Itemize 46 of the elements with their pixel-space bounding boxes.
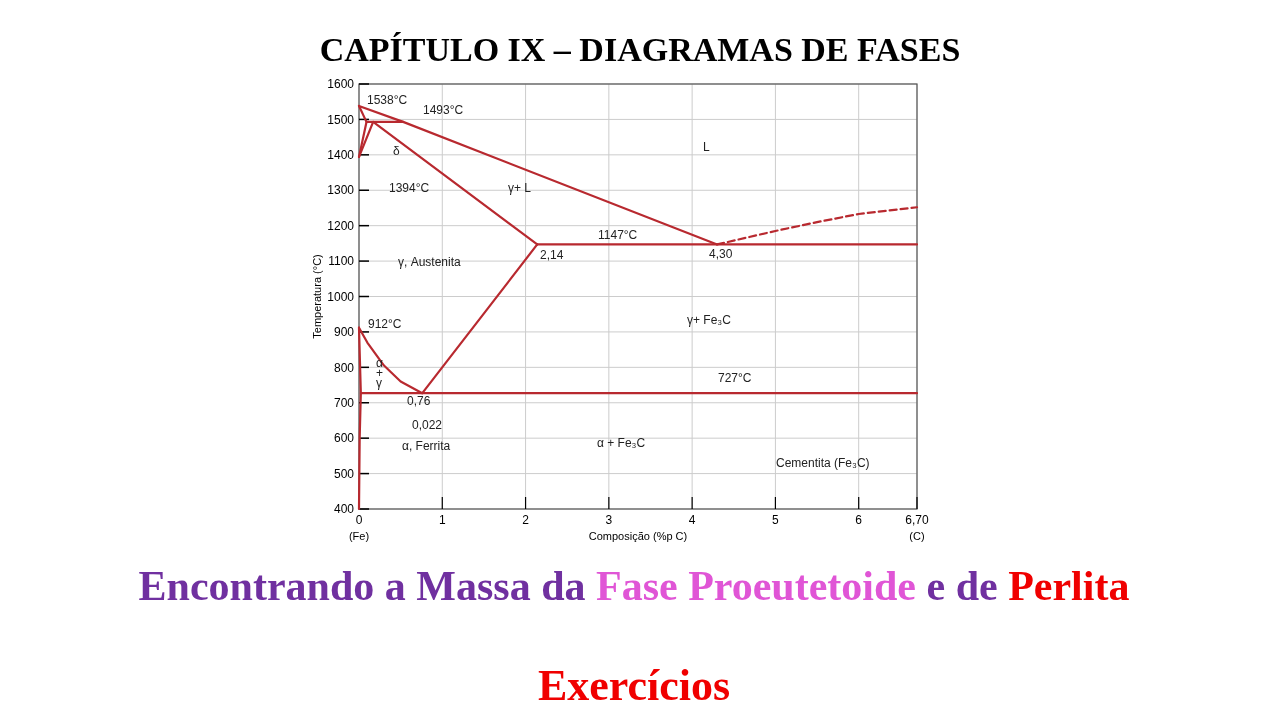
annotation: 4,30: [709, 247, 733, 262]
annotation: 0,76: [407, 394, 431, 409]
y-tick-label: 1400: [327, 148, 355, 163]
annotation: α + Fe₃C: [597, 436, 646, 451]
text: (C): [909, 529, 925, 542]
annotation: α, Ferrita: [402, 439, 451, 454]
annotation: 1394°C: [389, 181, 430, 196]
y-tick-label: 800: [333, 360, 355, 375]
y-tick-label: 700: [333, 395, 355, 410]
y-tick-label: 1500: [327, 112, 355, 127]
annotation: 912°C: [368, 317, 402, 332]
annotation: 2,14: [540, 248, 564, 263]
annotation: δ: [393, 144, 400, 159]
annotation: 727°C: [718, 371, 752, 386]
y-tick-label: 1000: [327, 289, 355, 304]
y-tick-label: 400: [333, 502, 355, 517]
annotation: 0,022: [412, 418, 443, 433]
annotation: γ+ Fe₃C: [687, 313, 732, 328]
y-tick-label: 500: [333, 466, 355, 481]
annotation: 1493°C: [423, 103, 464, 118]
annotation: γ, Austenita: [398, 255, 462, 270]
x-tick-label: 1: [438, 513, 446, 527]
annotation: 1147°C: [598, 228, 638, 243]
y-tick-label: 600: [333, 431, 355, 446]
y-tick-label: 1100: [328, 254, 355, 269]
y-tick-label: 1600: [327, 77, 355, 92]
text: Exercícios: [537, 661, 731, 710]
x-tick-label: 4: [688, 513, 696, 527]
text: (Fe): [348, 529, 370, 542]
x-tick-label: 2: [522, 513, 530, 527]
annotation: γ+ L: [508, 181, 532, 196]
annotation: 1538°C: [367, 93, 408, 108]
annotation: Cementita (Fe₃C): [776, 456, 870, 471]
x-tick-label: 6,70: [905, 513, 929, 527]
y-axis-title: Temperatura (°C): [311, 254, 323, 339]
y-tick-label: 900: [333, 325, 355, 340]
y-tick-label: 1300: [327, 183, 355, 198]
y-tick-label: 1200: [327, 218, 355, 233]
annotation: L: [703, 140, 710, 155]
x-tick-label: 0: [355, 513, 363, 527]
chart-title: CAPÍTULO IX – DIAGRAMAS DE FASES: [319, 31, 961, 68]
text: Encontrando a Massa da Fase Proeutetoide e de Perlita: [138, 563, 1130, 609]
x-tick-label: 6: [855, 513, 863, 527]
x-tick-label: 5: [772, 513, 780, 527]
x-tick-label: 3: [605, 513, 613, 527]
x-axis-title: Composição (%p C): [588, 530, 688, 542]
